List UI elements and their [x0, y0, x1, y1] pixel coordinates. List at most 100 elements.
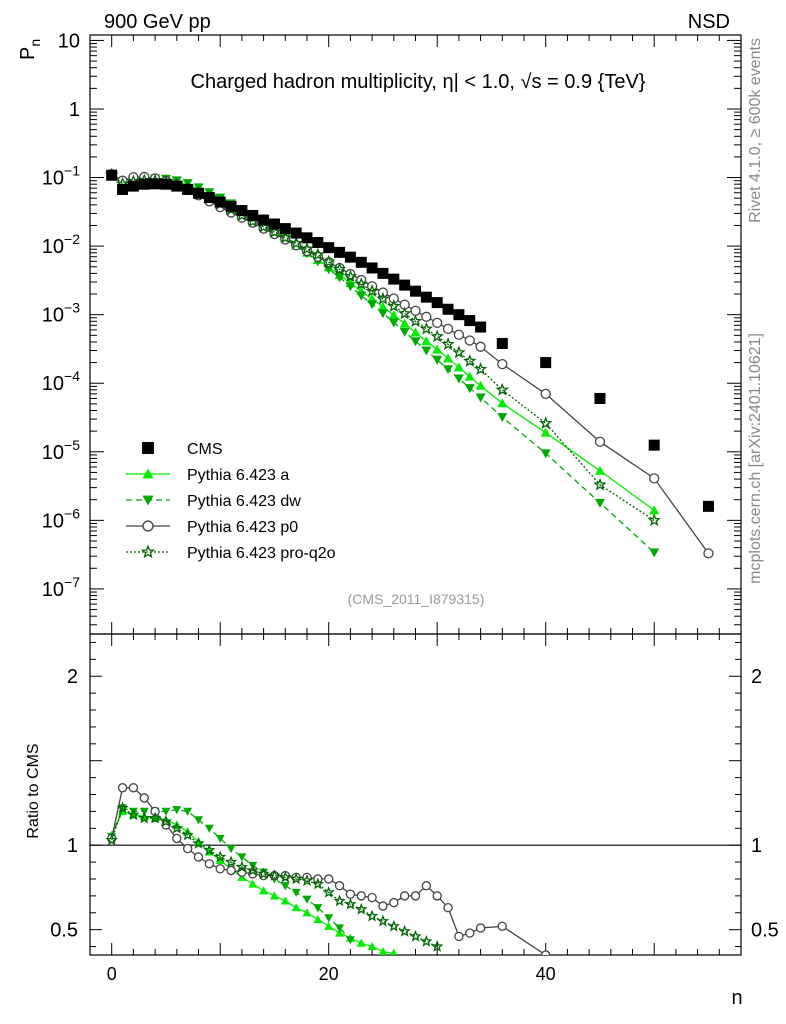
point-cms	[193, 187, 204, 199]
ratio-point-pythia-6-423-p0	[193, 852, 204, 862]
ratio-point-pythia-6-423-a	[335, 928, 345, 937]
ratio-point-pythia-6-423-p0	[378, 901, 388, 911]
ratio-point-pythia-6-423-p0	[139, 793, 149, 803]
point-pythia-6-423-pro-q2o	[267, 225, 282, 238]
ratio-point-pythia-6-423-pro-q2o	[170, 821, 184, 834]
point-pythia-6-423-p0	[703, 548, 714, 559]
point-pythia-6-423-pro-q2o	[430, 329, 444, 343]
point-cms	[464, 315, 476, 327]
ratio-point-pythia-6-423-pro-q2o	[398, 924, 411, 937]
ratio-point-pythia-6-423-a	[324, 921, 334, 930]
point-cms	[540, 357, 552, 369]
point-pythia-6-423-pro-q2o	[343, 269, 358, 283]
ratio-point-pythia-6-423-p0	[421, 881, 432, 891]
point-cms	[355, 256, 367, 268]
y-tick-label: 10	[58, 30, 80, 52]
x-tick-label: 0	[107, 964, 117, 984]
ratio-point-pythia-6-423-a	[302, 908, 312, 917]
point-cms	[160, 178, 172, 190]
ratio-point-pythia-6-423-dw	[291, 888, 301, 897]
ratio-point-pythia-6-423-p0	[475, 923, 486, 933]
point-pythia-6-423-a	[421, 336, 432, 346]
x-tick-label: 20	[319, 964, 339, 984]
ratio-point-pythia-6-423-dw	[183, 807, 193, 816]
point-pythia-6-423-a	[464, 371, 475, 381]
point-pythia-6-423-p0	[497, 358, 508, 370]
ratio-point-pythia-6-423-pro-q2o	[213, 850, 227, 863]
ratio-point-pythia-6-423-dw	[335, 924, 345, 933]
ratio-tick-label: 1	[67, 835, 78, 857]
point-cms	[106, 169, 118, 181]
point-cms	[410, 285, 421, 297]
ratio-point-pythia-6-423-a	[367, 942, 377, 951]
point-pythia-6-423-dw	[399, 327, 410, 337]
point-cms	[388, 273, 400, 285]
y-axis-label: Pn	[17, 39, 43, 60]
ratio-point-pythia-6-423-pro-q2o	[159, 814, 173, 827]
point-cms	[431, 297, 443, 309]
series-line-pythia-6-423-a	[111, 173, 655, 511]
ratio-point-pythia-6-423-pro-q2o	[257, 867, 270, 880]
ratio-point-pythia-6-423-a	[215, 855, 225, 864]
ratio-point-pythia-6-423-pro-q2o	[138, 811, 151, 824]
point-pythia-6-423-dw	[388, 318, 399, 328]
point-cms	[117, 183, 129, 195]
ratio-tick-label: 2	[67, 666, 78, 688]
ratio-point-pythia-6-423-pro-q2o	[409, 929, 422, 942]
point-pythia-6-423-pro-q2o	[354, 277, 368, 290]
ratio-point-pythia-6-423-pro-q2o	[322, 885, 335, 898]
y-tick-label: 10−5	[42, 437, 80, 464]
point-pythia-6-423-pro-q2o	[278, 230, 293, 244]
ratio-point-pythia-6-423-dw	[345, 936, 355, 945]
point-pythia-6-423-pro-q2o	[397, 306, 412, 320]
y-tick-label: 10−6	[42, 505, 80, 532]
ratio-point-pythia-6-423-dw	[313, 904, 323, 913]
point-pythia-6-423-p0	[475, 341, 486, 352]
point-cms	[236, 205, 248, 217]
ratio-point-pythia-6-423-p0	[182, 843, 193, 854]
point-pythia-6-423-a	[497, 398, 508, 408]
ratio-point-pythia-6-423-pro-q2o	[105, 833, 118, 846]
main-series-group	[104, 167, 714, 559]
ratio-point-pythia-6-423-dw	[237, 853, 247, 862]
ratio-point-pythia-6-423-p0	[204, 859, 215, 869]
ratio-line-pythia-6-423-pro-q2o	[111, 807, 438, 948]
point-pythia-6-423-dw	[540, 449, 551, 459]
ratio-point-pythia-6-423-a	[259, 886, 269, 895]
ratio-tick-label-right: 0.5	[751, 920, 779, 942]
ratio-point-pythia-6-423-p0	[226, 865, 236, 876]
legend-label-cms: CMS	[187, 441, 223, 458]
ratio-point-pythia-6-423-p0	[128, 783, 139, 793]
analysis-label: (CMS_2011_I879315)	[348, 591, 485, 607]
ratio-point-pythia-6-423-p0	[399, 891, 410, 901]
ratio-point-pythia-6-423-dw	[194, 816, 203, 825]
point-cms	[203, 192, 215, 204]
point-pythia-6-423-p0	[432, 317, 443, 328]
ratio-point-pythia-6-423-dw	[324, 914, 334, 923]
point-pythia-6-423-p0	[540, 388, 551, 400]
point-pythia-6-423-a	[410, 327, 421, 337]
ratio-point-pythia-6-423-pro-q2o	[116, 801, 129, 814]
y-axis-label-sub: n	[27, 39, 43, 47]
y-tick-label: 10−7	[42, 574, 80, 601]
x-tick-label: 40	[536, 964, 556, 984]
side-label-top: Rivet 4.1.0, ≥ 600k events	[747, 38, 764, 223]
ratio-point-pythia-6-423-dw	[215, 834, 225, 843]
point-cms	[648, 439, 660, 451]
point-pythia-6-423-dw	[421, 346, 432, 356]
ratio-point-pythia-6-423-dw	[302, 895, 312, 904]
point-pythia-6-423-dw	[410, 337, 421, 347]
x-axis-label: n	[731, 987, 742, 1009]
legend-label-pythia-6-423-dw: Pythia 6.423 dw	[187, 493, 301, 510]
point-cms	[268, 218, 280, 230]
point-cms	[312, 236, 324, 248]
ratio-point-pythia-6-423-dw	[226, 844, 236, 854]
top-right-label: NSD	[688, 11, 730, 33]
point-pythia-6-423-a	[399, 318, 410, 328]
point-pythia-6-423-dw	[323, 265, 334, 275]
ratio-point-pythia-6-423-pro-q2o	[387, 919, 401, 932]
point-pythia-6-423-pro-q2o	[419, 321, 434, 335]
point-pythia-6-423-dw	[594, 498, 605, 508]
main-panel: 10−7 10−6 10−5 10−4 10−3 10−2 10−1 1 10 Charged h…	[42, 30, 742, 635]
ratio-point-pythia-6-423-a	[291, 903, 301, 912]
